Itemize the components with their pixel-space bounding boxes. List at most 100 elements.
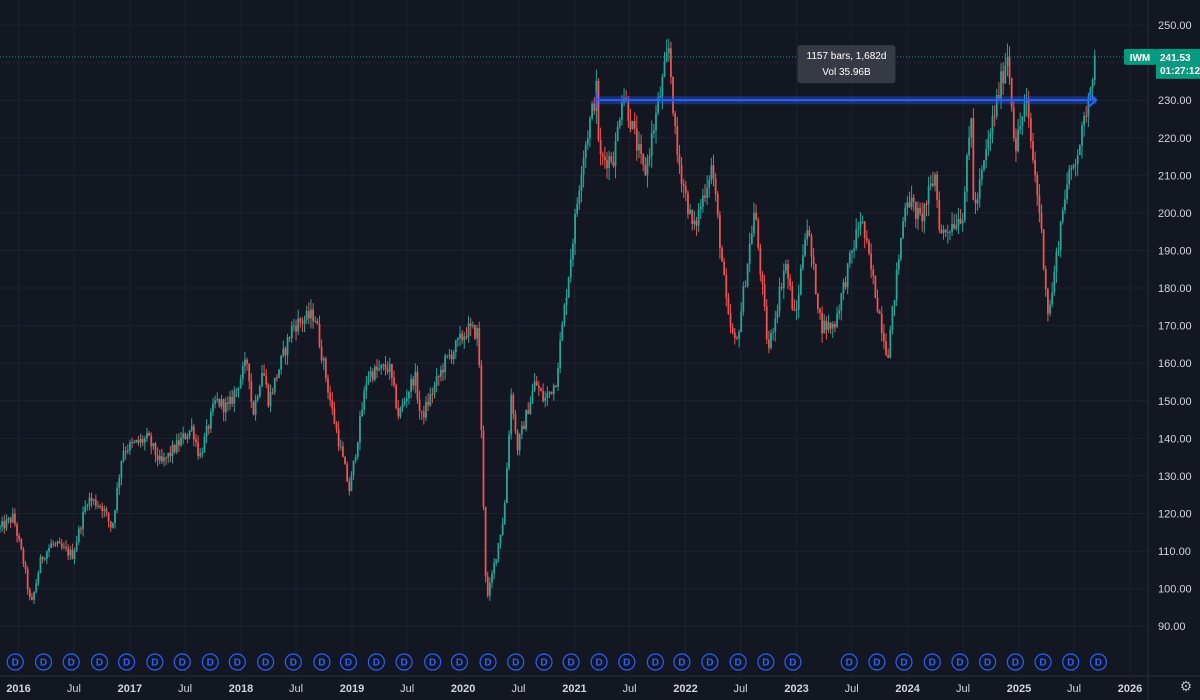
dividend-marker[interactable] (1034, 653, 1052, 671)
candle-body (344, 457, 346, 465)
candle-body (693, 220, 696, 224)
candle-body (876, 297, 879, 312)
dividend-marker[interactable] (618, 653, 636, 671)
dividend-marker[interactable] (173, 653, 191, 671)
candle-body (987, 138, 990, 150)
dividend-marker-label: D (262, 658, 269, 669)
time-axis[interactable]: 2016 Jul 2017 Jul 2018 Jul 2019 Jul 2020 Jul 2021 J… (0, 675, 1200, 695)
dividend-marker[interactable] (117, 653, 136, 671)
candle-body (105, 509, 108, 513)
dividend-marker[interactable] (562, 653, 580, 671)
candle-body (606, 159, 608, 169)
candle-body (337, 429, 340, 447)
candle-body (506, 468, 508, 503)
measure-tooltip (797, 45, 896, 84)
dividend-marker[interactable] (673, 653, 691, 671)
dividend-marker-label: D (151, 658, 158, 669)
candle-body (742, 286, 745, 312)
candle-body (1015, 138, 1017, 152)
candle-body (659, 95, 662, 98)
candle-body (43, 558, 46, 560)
candle-body (1074, 163, 1077, 166)
dividend-marker[interactable] (951, 653, 969, 671)
dividend-marker[interactable] (535, 653, 553, 671)
time-tick-label: 2025 (1007, 683, 1031, 695)
candle-body (354, 456, 357, 461)
candle-body (412, 379, 415, 386)
candle-body (305, 310, 308, 320)
candle-body (316, 321, 319, 324)
candle-body (378, 368, 381, 371)
candle-body (582, 157, 585, 175)
dividend-marker[interactable] (507, 653, 525, 671)
dividend-marker[interactable] (424, 653, 442, 671)
dividend-marker-label: D (123, 658, 130, 669)
candle-body (26, 568, 29, 590)
candle-body (388, 364, 391, 372)
candle-body (363, 390, 366, 410)
price-axis[interactable]: 90.00 100.00 110.00 120.00 130.00 140.00 150.0… (1147, 0, 1192, 700)
dividend-marker[interactable] (868, 653, 886, 671)
settings-gear-icon[interactable]: ⚙ (1179, 678, 1193, 694)
candle-body (1, 521, 4, 527)
candle-body (701, 195, 704, 207)
dividend-marker[interactable] (923, 653, 941, 671)
dividend-marker-label: D (456, 658, 463, 669)
date-price-range-tool[interactable]: 1157 bars, 1,682d Vol 35.96B (595, 45, 1098, 109)
dividend-marker[interactable] (146, 653, 164, 671)
candle-body (263, 373, 266, 376)
candle-body (808, 230, 811, 237)
dividend-marker[interactable] (34, 653, 53, 671)
dividend-marker[interactable] (90, 653, 109, 671)
dividend-marker[interactable] (313, 653, 331, 671)
measure-arrow-head[interactable] (1087, 92, 1098, 108)
dividend-marker[interactable] (62, 653, 80, 671)
dividend-marker[interactable] (339, 653, 357, 671)
dividend-marker-label: D (40, 658, 47, 669)
candle-body (414, 371, 417, 386)
candle-body (782, 270, 785, 289)
dividend-marker-label: D (345, 658, 352, 669)
dividend-marker[interactable] (450, 653, 469, 671)
dividend-marker-label: D (900, 658, 907, 669)
candle-body (767, 339, 770, 349)
candle-body (220, 399, 223, 407)
dividend-marker[interactable] (840, 653, 858, 671)
dividend-marker[interactable] (6, 653, 24, 671)
dividend-marker[interactable] (284, 653, 302, 671)
dividend-marker[interactable] (646, 653, 664, 671)
candle-body (488, 582, 491, 596)
dividend-marker[interactable] (701, 653, 719, 671)
dividend-marker[interactable] (1006, 653, 1024, 671)
candle-body (885, 341, 887, 355)
candle-body (1006, 57, 1009, 66)
dividend-marker[interactable] (784, 653, 802, 671)
candle-body (422, 411, 425, 418)
dividend-marker[interactable] (590, 653, 608, 671)
candle-body (667, 48, 670, 54)
dividend-marker[interactable] (201, 653, 219, 671)
candle-body (699, 206, 702, 210)
dividend-marker[interactable] (729, 653, 747, 671)
time-tick-label: Jul (67, 683, 81, 695)
candle-body (795, 309, 798, 311)
dividend-marker[interactable] (257, 653, 275, 671)
dividend-marker[interactable] (479, 653, 497, 671)
candle-body (976, 198, 979, 204)
dividend-marker[interactable] (757, 653, 775, 671)
dividend-marker[interactable] (1062, 653, 1080, 671)
dividend-marker[interactable] (367, 653, 385, 671)
dividend-marker[interactable] (895, 653, 913, 671)
candle-body (461, 333, 464, 341)
candle-body (431, 394, 434, 396)
dividend-marker[interactable] (1089, 653, 1108, 671)
candle-body (1029, 118, 1032, 142)
candle-body (1032, 141, 1034, 161)
dividend-marker[interactable] (979, 653, 997, 671)
dividend-marker[interactable] (395, 653, 413, 671)
candle-body (1000, 71, 1002, 99)
dividend-marker[interactable] (228, 653, 246, 671)
candle-body (16, 524, 18, 536)
candle-body (107, 512, 110, 522)
